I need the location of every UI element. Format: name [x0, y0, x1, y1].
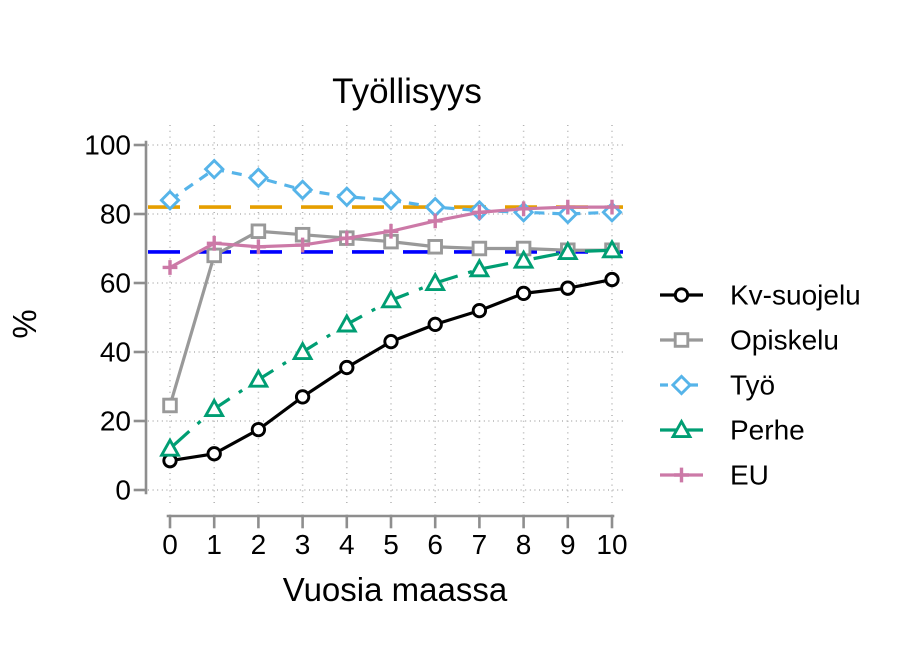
x-tick-label-4: 4	[339, 529, 355, 560]
y-tick-label-0: 0	[115, 475, 131, 506]
x-tick-label-7: 7	[472, 529, 488, 560]
legend-label-eu: EU	[730, 460, 769, 491]
marker-eu	[516, 201, 531, 217]
y-axis-title: %	[6, 309, 43, 338]
x-tick-label-3: 3	[295, 529, 311, 560]
chart-title: Työllisyys	[332, 72, 482, 111]
series-eu	[162, 199, 620, 275]
marker-eu	[339, 230, 355, 246]
x-tick-label-2: 2	[251, 529, 267, 560]
marker-eu	[604, 199, 620, 215]
x-tick-label-6: 6	[427, 529, 443, 560]
legend-item-tyo: Työ	[660, 370, 775, 401]
marker-tyo	[336, 186, 358, 208]
legend-key-marker-perhe	[670, 418, 693, 439]
marker-opiskelu	[427, 239, 443, 255]
x-tick-label-0: 0	[162, 529, 178, 560]
marker-tyo	[203, 158, 225, 180]
reference-lines	[148, 205, 623, 254]
marker-eu	[383, 223, 399, 239]
data-series	[159, 158, 623, 469]
x-tick-label-5: 5	[383, 529, 399, 560]
marker-kv-suojelu	[560, 280, 576, 296]
series-kv-suojelu	[162, 271, 620, 469]
marker-kv-suojelu	[471, 302, 488, 319]
marker-tyo	[159, 189, 181, 211]
series-line-tyo	[169, 167, 613, 216]
marker-opiskelu	[471, 240, 488, 257]
y-tick-label-40: 40	[100, 337, 131, 368]
series-tyo	[159, 158, 623, 225]
marker-perhe	[335, 313, 358, 333]
legend-item-opiskelu: Opiskelu	[660, 325, 839, 356]
legend-label-perhe: Perhe	[730, 415, 805, 446]
marker-eu	[162, 260, 178, 275]
marker-perhe	[291, 340, 314, 361]
legend-key-marker-eu	[674, 467, 689, 483]
marker-kv-suojelu	[515, 285, 532, 301]
marker-perhe	[159, 437, 181, 457]
marker-opiskelu	[250, 223, 267, 239]
x-axis-title: Vuosia maassa	[283, 571, 508, 608]
marker-tyo	[291, 179, 314, 201]
y-tick-label-100: 100	[84, 130, 131, 161]
marker-tyo	[247, 167, 270, 189]
x-tick-label-10: 10	[596, 529, 627, 560]
marker-perhe	[601, 238, 623, 259]
legend-label-tyo: Työ	[730, 370, 775, 401]
marker-perhe	[247, 368, 270, 388]
legend: Kv-suojelu Opiskelu Työ Perhe EU	[660, 280, 861, 491]
marker-eu	[560, 199, 576, 215]
y-tick-label-80: 80	[100, 199, 131, 230]
x-tick-label-9: 9	[560, 529, 576, 560]
marker-tyo	[424, 196, 446, 218]
marker-perhe	[512, 249, 535, 269]
marker-perhe	[203, 397, 226, 417]
legend-label-opiskelu: Opiskelu	[730, 325, 839, 356]
legend-item-kv-suojelu: Kv-suojelu	[660, 280, 861, 311]
x-tick-label-1: 1	[206, 529, 222, 560]
x-tick-label-8: 8	[516, 529, 532, 560]
marker-kv-suojelu	[294, 389, 311, 405]
marker-kv-suojelu	[604, 271, 620, 288]
marker-perhe	[556, 240, 579, 260]
marker-tyo	[380, 189, 402, 211]
marker-eu	[427, 213, 443, 229]
marker-kv-suojelu	[250, 421, 267, 438]
legend-key-marker-tyo	[670, 374, 693, 396]
series-perhe	[159, 238, 623, 457]
marker-eu	[472, 204, 487, 220]
legend-label-kv-suojelu: Kv-suojelu	[730, 280, 861, 311]
y-tick-label-20: 20	[100, 406, 131, 437]
legend-item-eu: EU	[660, 460, 769, 491]
marker-eu	[251, 239, 266, 255]
legend-item-perhe: Perhe	[660, 415, 805, 446]
marker-kv-suojelu	[339, 359, 355, 376]
series-opiskelu	[162, 223, 620, 414]
legend-key-marker-opiskelu	[673, 332, 690, 348]
series-line-perhe	[168, 248, 613, 450]
marker-perhe	[380, 288, 402, 309]
marker-opiskelu	[162, 397, 178, 414]
marker-opiskelu	[206, 247, 222, 264]
y-tick-label-60: 60	[100, 268, 131, 299]
marker-kv-suojelu	[383, 333, 399, 350]
legend-key-marker-kv-suojelu	[673, 287, 690, 303]
marker-perhe	[424, 271, 447, 292]
marker-eu	[206, 235, 222, 251]
marker-kv-suojelu	[427, 316, 443, 333]
marker-eu	[295, 237, 310, 253]
marker-kv-suojelu	[206, 446, 222, 462]
marker-perhe	[468, 257, 491, 278]
